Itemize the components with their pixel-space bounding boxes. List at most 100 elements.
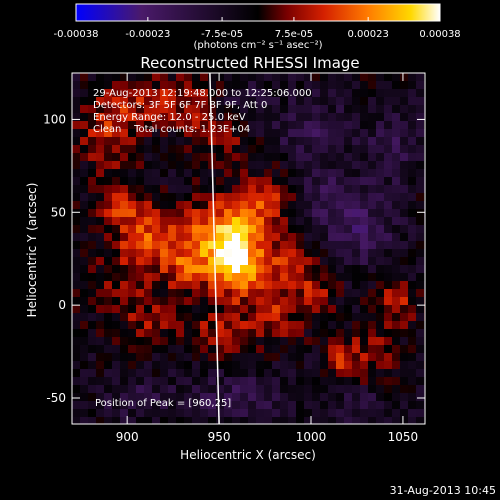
- heatmap-cell: [112, 313, 121, 322]
- heatmap-cell: [160, 153, 169, 162]
- heatmap-cell: [88, 233, 97, 242]
- heatmap-cell: [72, 241, 81, 250]
- heatmap-cell: [208, 201, 217, 210]
- heatmap-cell: [344, 281, 353, 290]
- heatmap-cell: [408, 73, 417, 82]
- heatmap-cell: [152, 113, 161, 122]
- heatmap-cell: [176, 169, 185, 178]
- heatmap-cell: [184, 81, 193, 90]
- heatmap-cell: [176, 281, 185, 290]
- heatmap-cell: [400, 169, 409, 178]
- heatmap-cell: [104, 161, 113, 170]
- heatmap-cell: [272, 129, 281, 138]
- heatmap-cell: [112, 369, 121, 378]
- heatmap-cell: [88, 289, 97, 298]
- heatmap-cell: [72, 337, 81, 346]
- heatmap-cell: [232, 201, 241, 210]
- heatmap-cell: [280, 121, 289, 130]
- heatmap-cell: [280, 321, 289, 330]
- heatmap-cell: [384, 305, 393, 314]
- heatmap-cell: [376, 73, 385, 82]
- heatmap-cell: [288, 177, 297, 186]
- heatmap-cell: [352, 201, 361, 210]
- heatmap-cell: [72, 273, 81, 282]
- heatmap-cell: [72, 97, 81, 106]
- heatmap-cell: [344, 417, 353, 424]
- heatmap-cell: [400, 177, 409, 186]
- heatmap-cell: [224, 417, 233, 424]
- heatmap-cell: [296, 137, 305, 146]
- heatmap-cell: [384, 89, 393, 98]
- heatmap-cell: [304, 417, 313, 424]
- heatmap-cell: [416, 185, 425, 194]
- heatmap-cell: [232, 409, 241, 418]
- heatmap-cell: [296, 89, 305, 98]
- heatmap-cell: [216, 369, 225, 378]
- heatmap-cell: [352, 241, 361, 250]
- heatmap-cell: [248, 337, 257, 346]
- heatmap-cell: [312, 417, 321, 424]
- heatmap-cell: [376, 337, 385, 346]
- heatmap-cell: [400, 281, 409, 290]
- heatmap-cell: [176, 161, 185, 170]
- heatmap-cell: [400, 369, 409, 378]
- heatmap-cell: [152, 257, 161, 266]
- heatmap-cell: [200, 361, 209, 370]
- heatmap-cell: [320, 393, 329, 402]
- heatmap-cell: [280, 297, 289, 306]
- heatmap-cell: [288, 129, 297, 138]
- heatmap-cell: [360, 153, 369, 162]
- heatmap-cell: [344, 265, 353, 274]
- heatmap-cell: [88, 153, 97, 162]
- heatmap-cell: [144, 217, 153, 226]
- heatmap-cell: [240, 161, 249, 170]
- heatmap-cell: [336, 209, 345, 218]
- heatmap-cell: [280, 401, 289, 410]
- heatmap-cell: [176, 345, 185, 354]
- heatmap-cell: [248, 257, 257, 266]
- heatmap-cell: [368, 305, 377, 314]
- heatmap-cell: [264, 129, 273, 138]
- heatmap-cell: [128, 401, 137, 410]
- heatmap-cell: [144, 305, 153, 314]
- heatmap-cell: [160, 201, 169, 210]
- heatmap-cell: [72, 185, 81, 194]
- heatmap-cell: [400, 337, 409, 346]
- heatmap-cell: [296, 161, 305, 170]
- heatmap-cell: [120, 185, 129, 194]
- heatmap-cell: [296, 257, 305, 266]
- heatmap-cell: [344, 185, 353, 194]
- heatmap-cell: [176, 225, 185, 234]
- heatmap-cell: [336, 273, 345, 282]
- heatmap-cell: [264, 313, 273, 322]
- heatmap-cell: [232, 377, 241, 386]
- heatmap-cell: [184, 369, 193, 378]
- heatmap-cell: [384, 113, 393, 122]
- heatmap-cell: [352, 393, 361, 402]
- heatmap-cell: [72, 177, 81, 186]
- heatmap-cell: [176, 393, 185, 402]
- heatmap-cell: [72, 161, 81, 170]
- heatmap-cell: [384, 393, 393, 402]
- heatmap-cell: [144, 329, 153, 338]
- heatmap-cell: [88, 217, 97, 226]
- heatmap-cell: [152, 417, 161, 424]
- heatmap-cell: [88, 225, 97, 234]
- heatmap-cell: [272, 185, 281, 194]
- heatmap-cell: [232, 153, 241, 162]
- heatmap-cell: [200, 73, 209, 82]
- heatmap-cell: [136, 313, 145, 322]
- heatmap-cell: [128, 113, 137, 122]
- heatmap-cell: [288, 409, 297, 418]
- heatmap-cell: [104, 73, 113, 82]
- heatmap-cell: [272, 281, 281, 290]
- heatmap-cell: [376, 329, 385, 338]
- heatmap-cell: [336, 129, 345, 138]
- heatmap-cell: [288, 185, 297, 194]
- heatmap-cell: [376, 385, 385, 394]
- x-tick-label: 950: [208, 430, 231, 444]
- heatmap-cell: [112, 185, 121, 194]
- heatmap-cell: [280, 217, 289, 226]
- heatmap-cell: [304, 153, 313, 162]
- heatmap-cell: [104, 225, 113, 234]
